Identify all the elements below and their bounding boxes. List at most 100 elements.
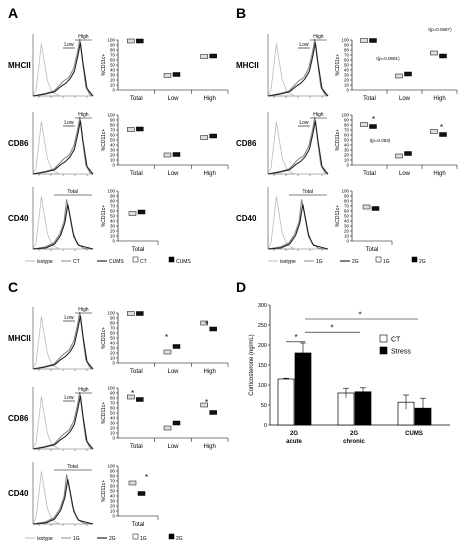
histogram-trace-1: [32, 38, 94, 97]
box-y-tick-label: 30: [110, 148, 116, 153]
box-y-tick-label: 10: [110, 234, 116, 239]
box-y-tick-label: 0: [112, 88, 115, 93]
box-y-tick-label: 80: [110, 48, 116, 53]
box-mark-2G: [172, 420, 181, 426]
box-mark-2G: [136, 311, 144, 316]
box-y-tick-label: 100: [341, 38, 349, 43]
box-y-tick-label: 100: [107, 311, 115, 316]
box-mark-CT: [127, 127, 135, 132]
histogram-trace-1: [267, 116, 329, 175]
box-y-tick-label: 50: [110, 214, 116, 219]
box-y-tick-label: 0: [112, 239, 115, 244]
box-category-label: High: [203, 96, 215, 102]
gate-total-label: Total: [67, 189, 78, 195]
histogram-trace-1: [32, 391, 94, 450]
legend-label: isotype: [280, 259, 296, 265]
box-mark-2G: [369, 38, 377, 43]
gate-low-label: Low: [64, 395, 74, 401]
box-y-tick-label: 50: [344, 63, 350, 68]
bar-category-label: chronic: [343, 439, 365, 445]
box-mark-1G: [430, 50, 438, 56]
significance-star: *: [294, 333, 297, 342]
annotation-mhcii-low: t(p=0.0591): [376, 56, 400, 61]
bar-y-tick-label: 100: [258, 383, 267, 389]
box-y-tick-label: 80: [110, 321, 116, 326]
box-y-tick-label: 70: [110, 204, 116, 209]
box-mark-2G: [439, 132, 447, 137]
isotype-trace: [267, 196, 328, 250]
legend-box-swatch: [375, 256, 382, 263]
box-y-tick-label: 70: [344, 204, 350, 209]
box-y-tick-label: 90: [110, 391, 116, 396]
legend-label: isotype: [37, 259, 53, 265]
box-y-tick-label: 80: [110, 396, 116, 401]
box-y-tick-label: 60: [110, 133, 116, 138]
box-y-tick-label: 0: [112, 163, 115, 168]
box-mark-1G: [362, 204, 371, 210]
box-category-label: Total: [363, 96, 376, 102]
gate-total-label: Total: [67, 464, 78, 470]
bar-y-tick-label: 250: [258, 323, 267, 329]
histogram-trace-1: [32, 311, 94, 370]
isotype-trace: [267, 121, 328, 175]
box-y-tick-label: 30: [110, 224, 116, 229]
box-y-tick-label: 100: [107, 189, 115, 194]
box-category-label: Low: [167, 171, 179, 177]
box-mark-1G: [395, 73, 403, 79]
row-label-CD40: CD40: [8, 489, 29, 498]
box-mark-1G: [127, 311, 135, 316]
box-category-label: Total: [363, 171, 376, 177]
box-y-tick-label: 30: [110, 499, 116, 504]
significance-star: *: [145, 473, 148, 482]
box-category-label: Low: [167, 444, 179, 450]
significance-star: *: [205, 320, 208, 329]
box-y-tick-label: 80: [344, 199, 350, 204]
panel-label-C: C: [8, 279, 18, 295]
box-y-tick-label: 20: [110, 153, 116, 158]
histogram-trace-2: [32, 315, 94, 370]
legend-label: 2G: [419, 259, 426, 265]
box-y-tick-label: 20: [110, 229, 116, 234]
box-y-tick-label: 0: [112, 514, 115, 519]
box-y-axis-label: %CD11c+: [101, 129, 107, 151]
panel-label-D: D: [236, 279, 246, 295]
legend-label: 1G: [383, 259, 390, 265]
box-y-axis-label: %CD11c+: [335, 129, 341, 151]
box-mark-2G: [137, 491, 146, 496]
box-mark-1G: [395, 153, 403, 159]
bar-category-label: 2G: [350, 431, 358, 437]
bar-legend-swatch: [379, 346, 388, 355]
box-y-tick-label: 20: [344, 229, 350, 234]
significance-star: *: [131, 389, 134, 398]
box-y-tick-label: 40: [110, 219, 116, 224]
histogram-trace-2: [267, 120, 329, 175]
legend-label: 2G: [176, 536, 183, 542]
box-y-tick-label: 40: [110, 143, 116, 148]
legend-label: 1G: [316, 259, 323, 265]
box-mark-1G: [200, 402, 208, 408]
histogram-trace-1: [267, 199, 329, 250]
box-y-tick-label: 100: [107, 113, 115, 118]
bar-y-tick-label: 50: [261, 403, 267, 409]
box-mark-CUMS: [136, 38, 144, 44]
box-y-tick-label: 10: [110, 356, 116, 361]
box-mark-1G: [360, 38, 368, 43]
box-y-tick-label: 70: [110, 326, 116, 331]
box-y-tick-label: 70: [110, 53, 116, 58]
box-category-label: Low: [399, 96, 411, 102]
row-label-CD40: CD40: [236, 214, 257, 223]
box-y-tick-label: 30: [110, 346, 116, 351]
box-category-label: Total: [132, 522, 145, 528]
box-y-axis-label: %CD11c+: [101, 327, 107, 349]
box-category-label: Low: [167, 369, 179, 375]
bar-legend-swatch: [379, 334, 388, 343]
gate-high-label: High: [78, 387, 89, 393]
legend-label: CUMS: [176, 259, 191, 265]
box-category-label: Low: [167, 96, 179, 102]
box-y-tick-label: 10: [344, 234, 350, 239]
box-y-tick-label: 90: [110, 118, 116, 123]
box-y-tick-label: 50: [110, 63, 116, 68]
box-category-label: Total: [132, 247, 145, 253]
box-y-tick-label: 20: [344, 153, 350, 158]
box-y-tick-label: 20: [110, 78, 116, 83]
